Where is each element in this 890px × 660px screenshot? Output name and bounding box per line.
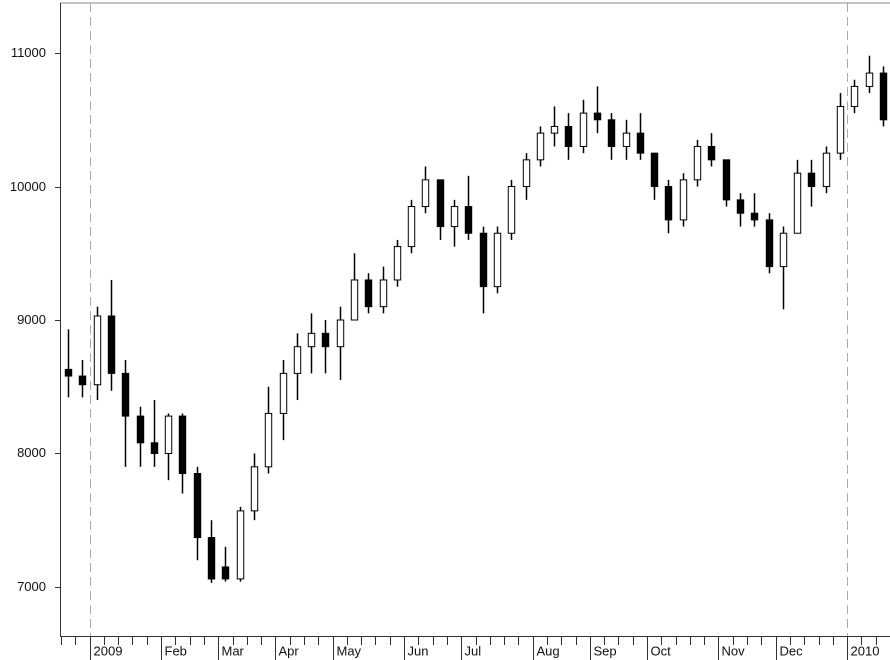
x-tick-label: Sep	[594, 643, 617, 658]
candle-body	[336, 319, 345, 348]
x-tick-label: Mar	[222, 643, 245, 658]
candle-body	[650, 152, 659, 188]
y-tick-label: 7000	[17, 579, 46, 594]
candle-body	[736, 199, 745, 214]
candle-body	[364, 279, 373, 308]
candle-body	[807, 172, 816, 188]
candle-body	[136, 415, 145, 444]
x-tick-label: May	[337, 643, 362, 658]
candle-body	[493, 232, 502, 288]
candle-body	[379, 279, 388, 308]
candle-body	[464, 206, 473, 234]
candle-body	[78, 375, 87, 386]
candle-body	[479, 232, 488, 288]
candle-body	[121, 372, 130, 417]
y-tick-label: 8000	[17, 445, 46, 460]
candle-body	[264, 412, 273, 468]
candle-body	[221, 566, 230, 580]
x-tick-label: Feb	[165, 643, 187, 658]
x-tick-label: Jul	[465, 643, 482, 658]
candle-body	[507, 186, 516, 234]
candle-body	[550, 125, 559, 134]
candle-body	[207, 537, 216, 580]
candle-body	[321, 332, 330, 348]
candle-body	[536, 132, 545, 161]
candle-body	[107, 315, 116, 374]
candle-body	[750, 212, 759, 221]
y-tick-label: 10000	[10, 179, 46, 194]
candle-body	[421, 179, 430, 208]
candle-body	[522, 159, 531, 188]
candle-body	[450, 206, 459, 228]
candle-body	[707, 145, 716, 161]
x-tick-label: Aug	[537, 643, 560, 658]
candle-body	[593, 112, 602, 121]
candle-body	[636, 132, 645, 154]
candle-body	[765, 219, 774, 268]
candle-body	[407, 206, 416, 248]
candle-body	[178, 415, 187, 474]
candle-body	[679, 179, 688, 221]
candle-body	[865, 72, 874, 87]
candle-body	[822, 152, 831, 188]
candle-body	[693, 145, 702, 181]
candle-body	[279, 372, 288, 414]
x-tick-label: Jun	[408, 643, 429, 658]
candle-body	[607, 119, 616, 147]
candle-body	[879, 72, 888, 121]
y-tick-label: 9000	[17, 312, 46, 327]
candle-body	[579, 112, 588, 147]
x-tick-label: Apr	[279, 643, 300, 658]
x-tick-label: Oct	[651, 643, 672, 658]
x-tick-label: 2010	[851, 643, 880, 658]
candle-body	[836, 105, 845, 154]
candle-body	[850, 85, 859, 107]
candle-body	[64, 368, 73, 377]
candle-body	[779, 232, 788, 268]
candle-body	[664, 186, 673, 221]
x-tick-label: Nov	[722, 643, 746, 658]
candle-body	[393, 246, 402, 281]
candle-body	[622, 132, 631, 147]
candle-body	[350, 279, 359, 321]
candle-body	[436, 179, 445, 228]
x-tick-label: 2009	[94, 643, 123, 658]
candle-body	[564, 125, 573, 147]
candle-body	[93, 315, 102, 386]
candle-body	[307, 332, 316, 348]
candle-body	[250, 466, 259, 512]
candle-body	[150, 442, 159, 454]
candle-body	[293, 346, 302, 374]
x-tick-label: Dec	[780, 643, 804, 658]
candle-body	[164, 415, 173, 454]
y-tick-label: 11000	[11, 45, 46, 60]
candle-body	[193, 472, 202, 539]
candle-body	[722, 159, 731, 201]
candle-body	[236, 510, 245, 580]
candle-body	[793, 172, 802, 234]
